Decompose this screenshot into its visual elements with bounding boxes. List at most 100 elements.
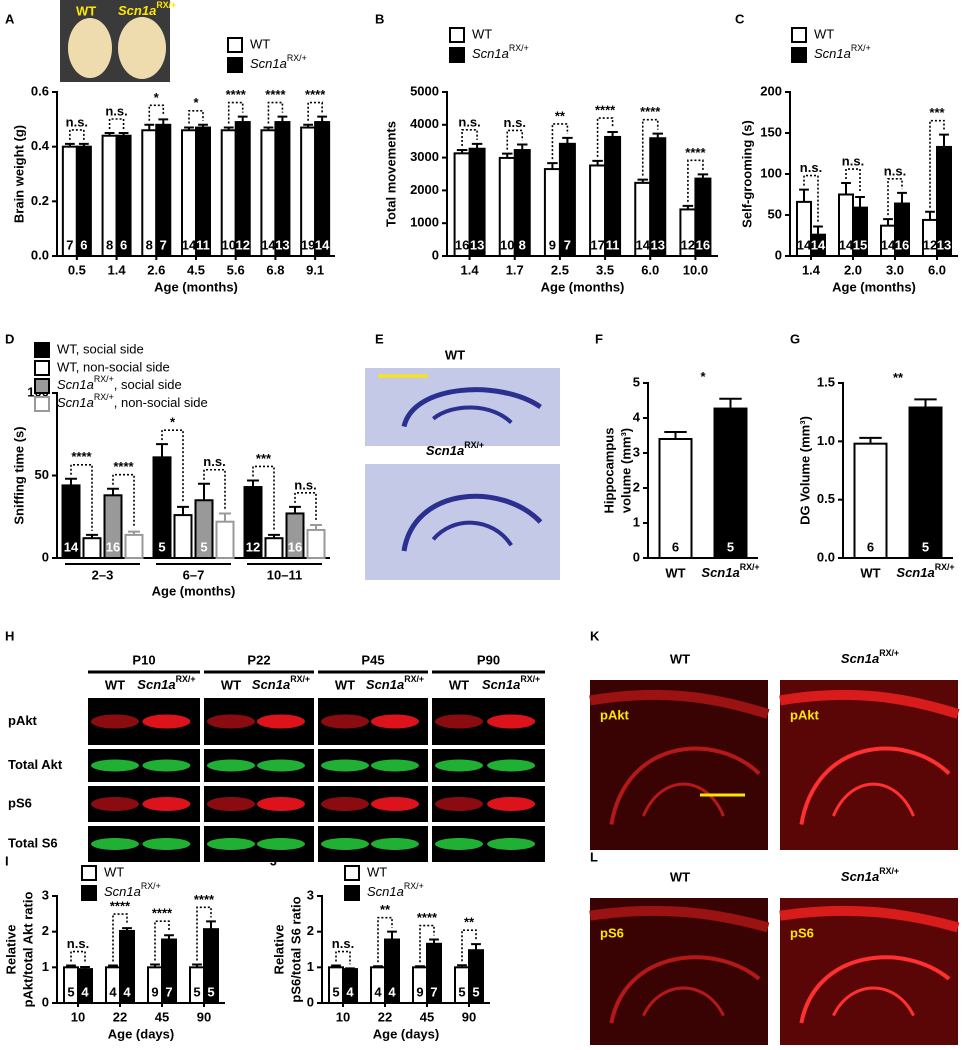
fluorescence-structure: [832, 986, 915, 1017]
significance-label: ****: [113, 459, 134, 474]
significance-bracket: [108, 118, 125, 129]
significance-label: **: [464, 915, 475, 930]
n-label: 6: [672, 539, 679, 554]
error-bar: [456, 149, 468, 154]
y-tick-label: 4: [633, 409, 641, 424]
x-tick-label: 45: [420, 1009, 434, 1024]
error-bar: [198, 123, 208, 128]
x-tick-label: 10.0: [683, 262, 708, 277]
text-part: Scn1a: [137, 677, 175, 692]
nissl-structure: [432, 405, 513, 425]
n-label: 14: [839, 237, 854, 252]
lane-label: WT: [105, 677, 125, 692]
n-label: 7: [160, 237, 167, 252]
significance-label: ****: [595, 102, 616, 117]
n-label: 5: [472, 984, 479, 999]
panel-letter: L: [590, 849, 598, 864]
x-tick-label: 3.0: [886, 262, 904, 277]
error-bar: [859, 436, 882, 444]
n-label: 5: [67, 984, 74, 999]
error-bar: [66, 964, 76, 968]
lane-label: Scn1aRX/+: [252, 674, 310, 692]
brain-mutant: [118, 17, 166, 79]
significance-label: n.s.: [67, 936, 89, 951]
bar: [264, 537, 284, 560]
blot-band: [321, 797, 369, 811]
significance-bracket: [551, 123, 569, 160]
y-tick-label: 1.0: [817, 433, 835, 448]
text-part: Scn1a: [57, 377, 94, 392]
error-bar: [471, 943, 481, 951]
legend-label: Scn1aRX/+: [472, 43, 529, 61]
lane-label: Scn1aRX/+: [366, 674, 424, 692]
n-label: 14: [315, 237, 330, 252]
significance-bracket: [461, 129, 478, 147]
error-bar: [150, 963, 160, 968]
x-axis-label: Age (days): [373, 1026, 439, 1041]
significance-label: ****: [305, 87, 326, 102]
x-tick-label: 90: [197, 1009, 211, 1024]
n-label: 12: [923, 237, 937, 252]
blot-band: [207, 759, 255, 772]
image-label: WT: [445, 347, 465, 362]
n-label: 6: [867, 539, 874, 554]
lane-label: Scn1aRX/+: [137, 674, 195, 692]
x-tick-label: 22: [113, 1009, 127, 1024]
x-tick-label: WT: [860, 565, 880, 580]
y-tick-label: 0: [775, 247, 782, 262]
y-tick-label: 3: [42, 887, 49, 902]
bar: [215, 520, 235, 560]
error-bar: [562, 136, 573, 144]
n-label: 4: [81, 984, 89, 999]
y-axis-label: Relative: [3, 925, 18, 975]
n-label: 5: [332, 984, 339, 999]
x-tick-label: 5.6: [227, 262, 245, 277]
significance-bracket: [70, 464, 93, 531]
legend-swatch: [227, 57, 243, 73]
text-part: RX/+: [851, 43, 871, 53]
photo-label: Scn1aRX/+: [118, 0, 176, 18]
y-tick-label: 1: [633, 514, 640, 529]
x-tick-label: 2.6: [147, 262, 165, 277]
legend-swatch: [34, 342, 50, 358]
y-tick-label: 2: [42, 923, 49, 938]
fluorescence-structure: [832, 782, 915, 817]
text-part: Scn1a: [250, 56, 287, 71]
blot-band: [91, 759, 139, 772]
significance-bracket: [252, 465, 275, 531]
blot-band: [207, 838, 255, 850]
text-part: Scn1a: [118, 3, 156, 18]
n-label: 5: [207, 984, 214, 999]
panel-letter: B: [375, 11, 384, 26]
error-bar: [198, 482, 210, 501]
legend-label: WT: [367, 864, 387, 879]
y-tick-label: 3: [307, 887, 314, 902]
significance-label: ****: [226, 87, 247, 102]
significance-bracket: [803, 174, 819, 223]
legend-label: Scn1aRX/+: [367, 881, 424, 899]
text-part: RX/+: [141, 881, 161, 891]
y-tick-label: 5000: [410, 83, 439, 98]
significance-bracket: [335, 950, 351, 965]
significance-label: ****: [417, 910, 438, 925]
blot-band: [321, 759, 369, 772]
y-tick-label: 0: [633, 549, 640, 564]
error-bar: [502, 152, 513, 158]
y-tick-label: 1: [42, 959, 49, 974]
bar: [155, 123, 172, 257]
x-tick-label: 1.4: [461, 262, 480, 277]
n-label: 17: [590, 237, 604, 252]
error-bar: [637, 178, 648, 183]
text-part: RX/+: [94, 374, 114, 384]
nissl-structure: [431, 520, 513, 547]
blot-band: [487, 714, 536, 729]
text-part: , non-social side: [114, 395, 208, 410]
significance-label: *: [193, 95, 199, 110]
text-part: RX/+: [879, 866, 899, 876]
timepoint-label: P22: [247, 652, 270, 667]
error-bar: [107, 487, 119, 496]
error-bar: [247, 479, 259, 488]
blot-band: [435, 759, 483, 772]
fluorescence-structure: [779, 905, 960, 933]
